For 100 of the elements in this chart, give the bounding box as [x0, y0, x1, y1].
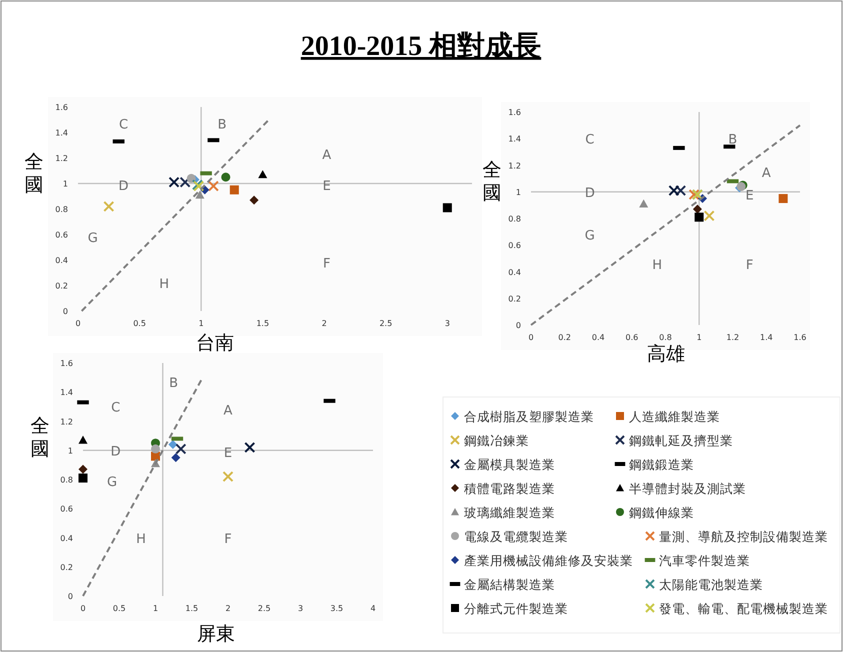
x-tick-label: 1.6: [794, 333, 806, 342]
point: [151, 444, 160, 454]
y-tick-label: 0.2: [55, 282, 68, 290]
x-tick-label: 3: [298, 604, 304, 613]
annotation: G: [584, 228, 595, 244]
legend-label: 人造纖維製造業: [629, 409, 720, 424]
annotation: E: [322, 178, 331, 194]
legend-label: 金屬結構製造業: [464, 577, 555, 592]
x-tick-label: 0.4: [592, 333, 605, 342]
point: [175, 443, 186, 454]
annotation: H: [136, 532, 146, 547]
x-tick-label: 2: [322, 319, 327, 328]
y-tick-label: 0.8: [55, 205, 68, 214]
point: [222, 471, 234, 482]
annotation: C: [585, 132, 594, 148]
x-tick-label: 0: [528, 333, 534, 342]
y-tick-label: 0.2: [508, 294, 521, 304]
annotation: G: [88, 231, 98, 246]
point: [250, 196, 259, 205]
y-tick-label: 1.6: [55, 103, 68, 112]
legend-label: 玻璃纖維製造業: [464, 505, 555, 520]
x-tick-label: 3: [444, 319, 450, 328]
annotation: A: [762, 166, 771, 181]
point: [168, 440, 178, 450]
legend-label: 金屬模具製造業: [464, 457, 555, 472]
legend-label: 汽車零件製造業: [659, 553, 750, 568]
point: [639, 199, 648, 208]
x-axis-title: 高雄: [647, 343, 685, 365]
y-tick-label: 0.4: [55, 256, 68, 265]
chart-title: 2010-2015 相對成長: [300, 31, 542, 62]
x-tick-label: 1.2: [726, 333, 740, 342]
y-tick-label: 1.2: [55, 154, 68, 163]
point: [103, 200, 114, 212]
y-tick-label: 0.6: [508, 241, 521, 250]
x-tick-label: 1: [198, 319, 204, 328]
point: [258, 170, 268, 178]
y-tick-label: 1.4: [508, 134, 521, 144]
y-tick-label: 1.6: [60, 359, 73, 368]
x-tick-label: 0.8: [659, 333, 672, 342]
legend-label: 合成樹脂及塑膠製造業: [464, 409, 594, 424]
x-tick-label: 2.5: [258, 604, 271, 613]
legend-label: 鋼鐵鍛造業: [629, 457, 694, 472]
annotation: F: [746, 258, 754, 273]
annotation: C: [111, 400, 120, 416]
annotation: C: [119, 118, 128, 133]
annotation: F: [224, 532, 232, 547]
y-tick-label: 0: [62, 307, 68, 316]
legend-label: 積體電路製造業: [464, 481, 555, 496]
y-tick-label: 0: [68, 592, 73, 601]
y-tick-label: 1: [516, 188, 521, 197]
legend-label: 半導體封裝及測試業: [629, 481, 746, 496]
y-tick-label: 0.4: [60, 534, 73, 543]
annotation: B: [218, 118, 227, 133]
y-tick-label: 0.8: [60, 476, 73, 484]
x-tick-label: 4: [370, 604, 376, 613]
x-tick-label: 0: [75, 319, 81, 328]
x-axis-title: 台南: [196, 332, 234, 354]
y-tick-label: 1.2: [60, 417, 73, 426]
x-tick-label: 0.5: [112, 604, 126, 613]
point: [675, 185, 686, 196]
legend-label: 產業用機械設備維修及安裝業: [464, 553, 633, 568]
y-tick-label: 1.4: [55, 128, 68, 138]
annotation: B: [728, 132, 738, 148]
legend-label: 電線及電纜製造業: [464, 529, 568, 544]
point: [171, 453, 180, 462]
point: [78, 474, 88, 483]
annotation: G: [106, 474, 118, 490]
y-tick-label: 0.4: [508, 268, 521, 277]
point: [694, 212, 704, 222]
point: [778, 194, 788, 204]
point: [195, 190, 204, 199]
annotation: A: [322, 148, 332, 164]
annotation: D: [584, 186, 595, 201]
point: [668, 185, 680, 196]
y-axis-title: 全國: [30, 415, 50, 460]
x-axis-title: 屏東: [197, 623, 235, 645]
annotation: F: [322, 256, 330, 272]
point: [244, 442, 256, 453]
legend-label: 鋼鐵伸線業: [629, 505, 694, 520]
x-tick-label: 2: [225, 604, 231, 613]
point: [78, 464, 88, 474]
x-tick-label: 1.4: [760, 333, 773, 342]
point: [230, 185, 239, 194]
point: [208, 180, 219, 192]
x-tick-label: 2.5: [379, 319, 392, 328]
point: [704, 210, 715, 222]
annotation: H: [159, 276, 170, 292]
point: [692, 204, 702, 214]
point: [688, 189, 700, 200]
annotation: D: [110, 444, 121, 460]
legend-label: 鋼鐵冶鍊業: [464, 433, 529, 448]
point: [186, 174, 196, 183]
y-tick-label: 1.4: [60, 388, 73, 398]
x-tick-label: 0: [80, 604, 86, 613]
x-tick-label: 0.5: [133, 319, 146, 328]
annotation: D: [118, 178, 129, 194]
y-tick-label: 0.6: [55, 230, 68, 240]
y-tick-label: 1.2: [508, 161, 521, 170]
y-tick-label: 0.2: [60, 562, 73, 572]
y-axis-title: 全國: [482, 159, 502, 204]
